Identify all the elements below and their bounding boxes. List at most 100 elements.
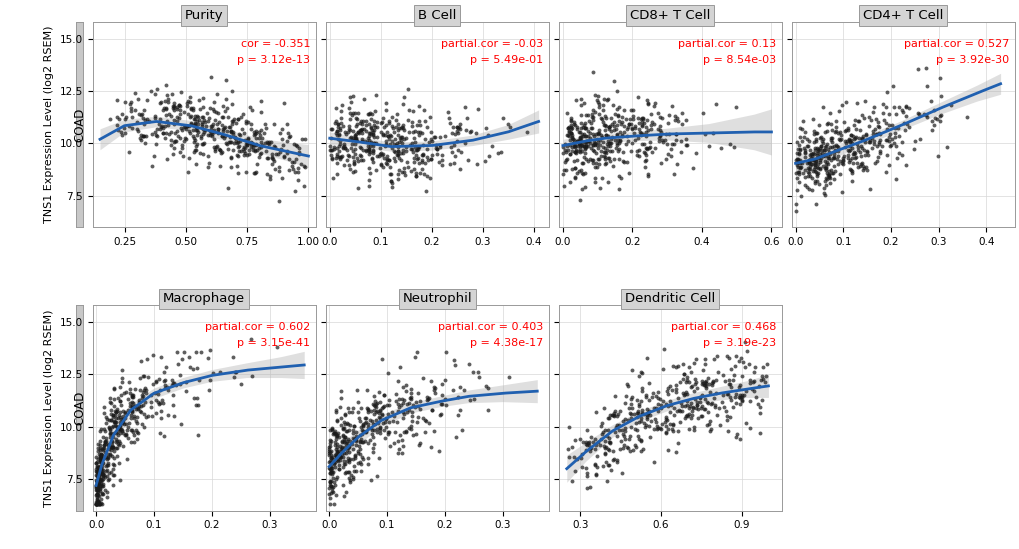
Point	[346, 133, 363, 142]
Point	[347, 428, 364, 436]
Point	[201, 104, 217, 113]
Point	[676, 369, 692, 378]
Point	[181, 129, 198, 138]
Point	[437, 376, 453, 385]
Point	[571, 128, 587, 137]
Point	[719, 389, 736, 398]
Point	[717, 351, 734, 360]
Point	[803, 174, 819, 183]
Point	[361, 147, 377, 155]
Point	[195, 149, 211, 158]
Point	[595, 152, 611, 160]
Point	[868, 122, 884, 131]
Point	[197, 126, 213, 135]
Point	[446, 361, 463, 369]
Point	[158, 111, 174, 120]
Point	[433, 155, 449, 164]
Point	[701, 427, 717, 435]
Point	[355, 422, 371, 430]
Point	[580, 126, 596, 135]
Point	[596, 154, 612, 163]
Point	[460, 360, 476, 369]
Point	[869, 129, 886, 138]
Point	[89, 490, 105, 498]
Y-axis label: TNS1 Expression Level (log2 RSEM): TNS1 Expression Level (log2 RSEM)	[44, 309, 54, 507]
Point	[809, 147, 825, 155]
Point	[333, 394, 350, 403]
Point	[604, 446, 621, 455]
Point	[114, 378, 130, 386]
Point	[389, 449, 406, 457]
Point	[856, 150, 872, 159]
Point	[339, 420, 356, 429]
Point	[836, 136, 852, 145]
Point	[607, 411, 624, 420]
Point	[429, 145, 445, 154]
Point	[598, 139, 614, 148]
Point	[360, 145, 376, 154]
Point	[263, 160, 279, 169]
Point	[832, 170, 848, 178]
Point	[847, 116, 863, 125]
Point	[190, 430, 206, 439]
Point	[600, 446, 616, 455]
Point	[598, 477, 614, 486]
Point	[838, 137, 854, 145]
Point	[130, 405, 147, 414]
Point	[322, 133, 338, 142]
Point	[101, 424, 117, 433]
Point	[93, 468, 109, 477]
Point	[400, 406, 417, 414]
Point	[229, 115, 246, 124]
Point	[201, 159, 217, 167]
Point	[876, 135, 893, 144]
Point	[572, 137, 588, 146]
Point	[879, 121, 896, 130]
Point	[423, 128, 439, 137]
Point	[138, 131, 154, 140]
Point	[818, 127, 835, 136]
Point	[571, 139, 587, 148]
Point	[575, 437, 591, 446]
Point	[330, 142, 346, 151]
Point	[131, 385, 148, 394]
Point	[825, 154, 842, 163]
Point	[390, 403, 407, 412]
Point	[383, 112, 399, 121]
Point	[625, 112, 641, 121]
Point	[620, 444, 636, 452]
Point	[109, 424, 125, 433]
Point	[393, 167, 410, 176]
Point	[252, 97, 268, 105]
Point	[321, 465, 337, 474]
Point	[210, 145, 226, 154]
Point	[576, 132, 592, 141]
Point	[355, 421, 371, 430]
Point	[634, 114, 650, 123]
Point	[399, 85, 416, 93]
Point	[95, 472, 111, 480]
Point	[107, 421, 123, 430]
Point	[124, 399, 141, 407]
Point	[630, 145, 646, 154]
Point	[359, 460, 375, 468]
Point	[695, 404, 711, 413]
Point	[321, 450, 337, 459]
Point	[195, 139, 211, 148]
Point	[667, 130, 684, 138]
Point	[931, 111, 948, 120]
Point	[623, 414, 639, 423]
Point	[336, 432, 353, 441]
Point	[590, 125, 606, 134]
Point	[340, 425, 357, 434]
Point	[692, 404, 708, 412]
Point	[821, 173, 838, 182]
Point	[163, 136, 179, 144]
Point	[152, 428, 168, 437]
Point	[187, 142, 204, 150]
Point	[324, 487, 340, 496]
Point	[90, 497, 106, 506]
Point	[206, 115, 222, 124]
Point	[157, 134, 173, 143]
Point	[352, 143, 368, 152]
